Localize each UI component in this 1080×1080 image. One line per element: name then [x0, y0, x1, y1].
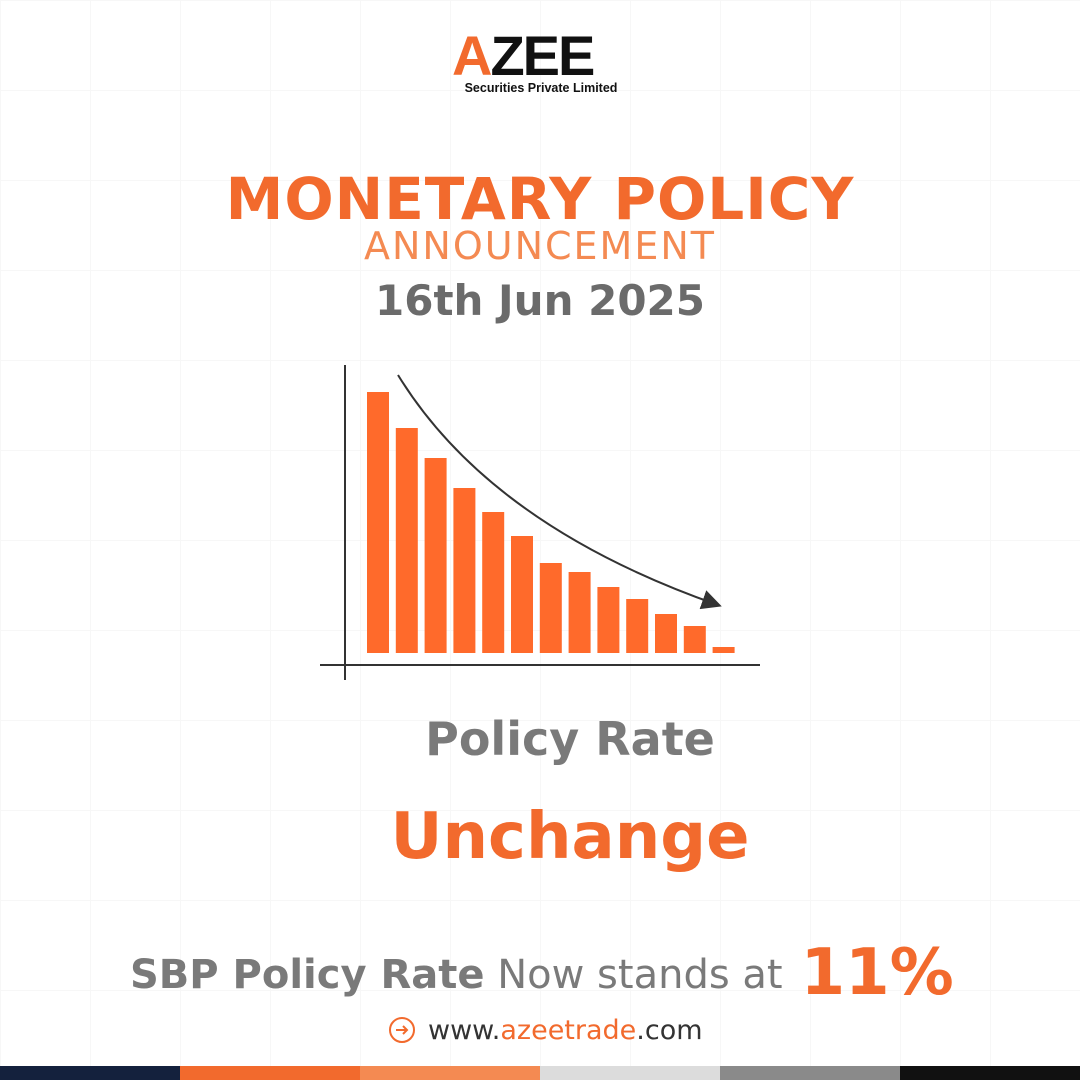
chart-bar: [539, 563, 562, 653]
footer-color-bar: [0, 1066, 1080, 1080]
chart-bar: [424, 458, 447, 653]
heading-announcement: ANNOUNCEMENT: [364, 224, 716, 268]
website-accent: azeetrade: [500, 1014, 637, 1046]
chart-bar: [712, 647, 735, 653]
heading-monetary-policy: MONETARY POLICY: [225, 165, 855, 233]
logo-subtitle: Securities Private Limited: [464, 81, 618, 95]
chart-bar: [395, 428, 418, 653]
sbp-policy-rate-label: SBP Policy Rate: [130, 952, 485, 998]
trend-arrow: [397, 374, 722, 610]
policy-rate-label: Policy Rate: [425, 712, 715, 766]
website-link[interactable]: www.azeetrade.com: [388, 1012, 703, 1048]
declining-rate-chart: [320, 365, 760, 680]
logo-wordmark: AZEE: [452, 28, 628, 84]
chart-bar: [683, 626, 706, 653]
footer-color-segment: [180, 1066, 360, 1080]
chart-bar: [482, 512, 505, 653]
arrow-right-circle-icon: [389, 1017, 415, 1043]
chart-bar: [367, 392, 389, 653]
footer-color-segment: [0, 1066, 180, 1080]
footer-color-segment: [540, 1066, 720, 1080]
chart-bar: [597, 587, 620, 653]
chart-bar: [655, 614, 677, 653]
logo-letters: ZEE: [490, 24, 595, 87]
logo-letter-a: A: [452, 24, 492, 87]
policy-status: Unchange: [390, 800, 750, 874]
chart-bar: [568, 572, 591, 653]
website-prefix: www.: [428, 1014, 501, 1046]
sbp-stands-text: Now stands at: [484, 952, 783, 998]
footer-color-segment: [900, 1066, 1080, 1080]
sbp-rate-statement: SBP Policy Rate Now stands at 11%: [130, 930, 1010, 1010]
chart-bar: [511, 536, 533, 653]
footer-color-segment: [720, 1066, 900, 1080]
chart-bar: [626, 599, 649, 653]
company-logo: AZEE Securities Private Limited: [452, 28, 632, 100]
website-url[interactable]: www.azeetrade.com: [428, 1015, 703, 1046]
chart-bar: [453, 488, 476, 653]
footer-color-segment: [360, 1066, 540, 1080]
website-suffix: .com: [636, 1014, 703, 1046]
rate-value: 11%: [800, 936, 954, 1010]
announcement-date: 16th Jun 2025: [375, 276, 705, 325]
